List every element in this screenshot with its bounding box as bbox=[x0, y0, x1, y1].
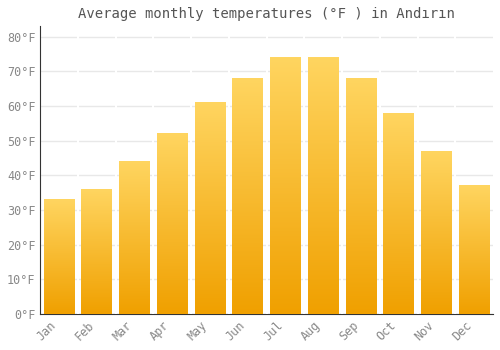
Title: Average monthly temperatures (°F ) in Andırın: Average monthly temperatures (°F ) in An… bbox=[78, 7, 455, 21]
